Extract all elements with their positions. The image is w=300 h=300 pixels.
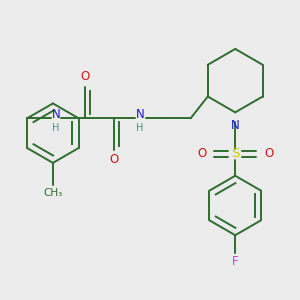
Text: S: S [231, 148, 239, 160]
Text: CH₃: CH₃ [43, 188, 62, 198]
Text: O: O [80, 70, 89, 83]
Text: N: N [136, 108, 145, 121]
Text: F: F [232, 256, 238, 268]
Text: O: O [264, 148, 274, 160]
Text: O: O [110, 153, 119, 167]
Text: N: N [52, 108, 60, 121]
Text: H: H [52, 123, 60, 133]
Text: O: O [197, 148, 206, 160]
Text: H: H [136, 123, 144, 133]
Text: N: N [231, 119, 240, 132]
